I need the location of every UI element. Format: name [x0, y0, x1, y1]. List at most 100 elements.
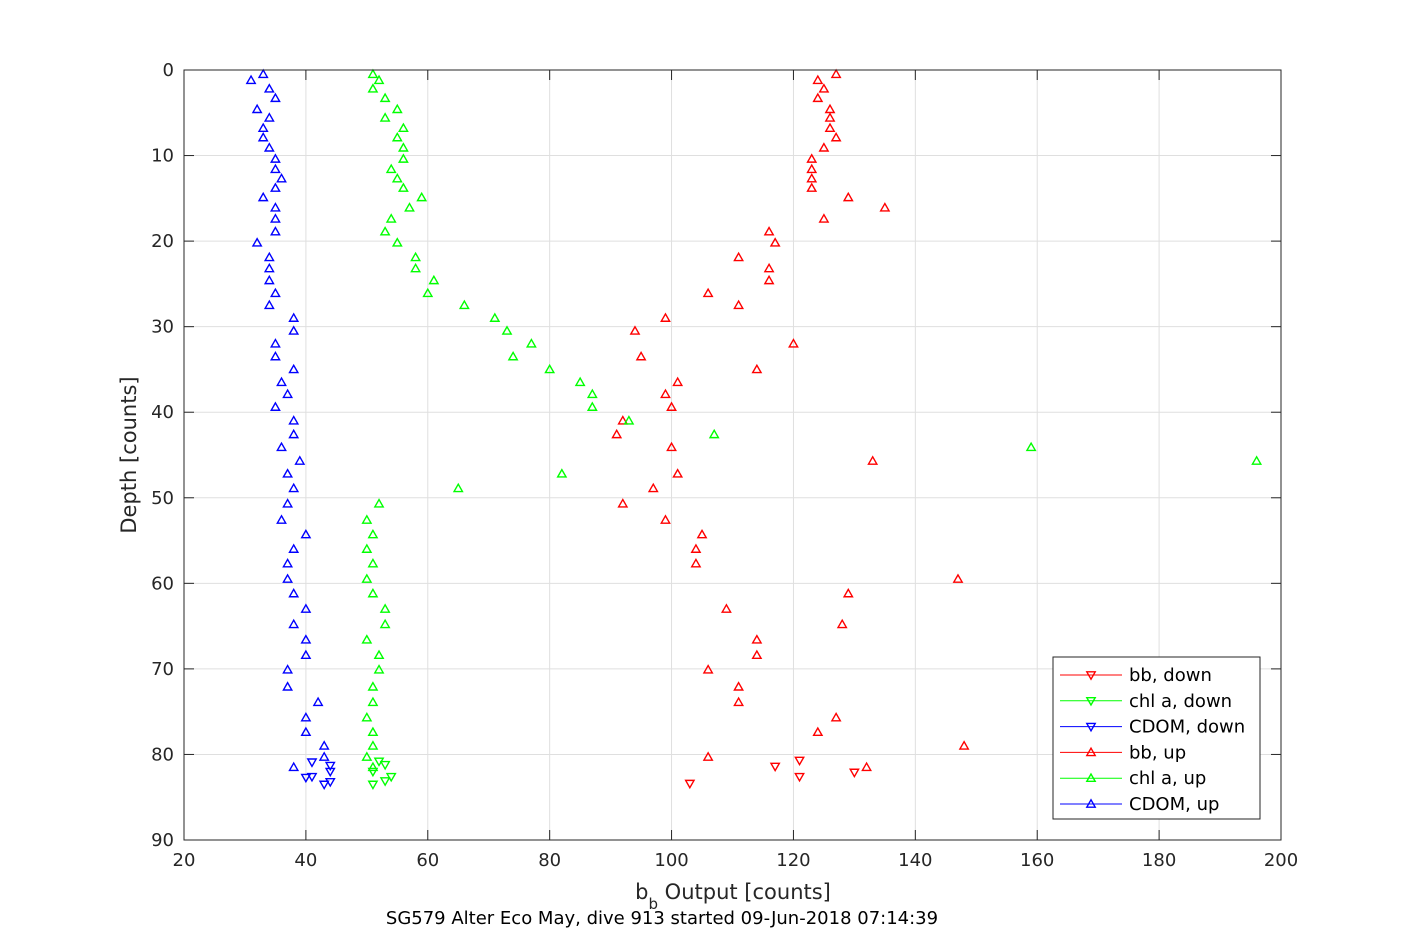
- data-point: [660, 514, 671, 524]
- data-point: [763, 262, 775, 273]
- data-point: [861, 761, 872, 772]
- data-point: [617, 415, 629, 425]
- x-axis-label: bb Output [counts]: [635, 880, 831, 913]
- x-tick-label: 200: [1264, 850, 1298, 871]
- data-point: [879, 202, 891, 212]
- data-point: [379, 92, 391, 103]
- data-point: [867, 455, 879, 465]
- y-tick-label: 80: [151, 744, 174, 765]
- data-point: [751, 634, 763, 644]
- data-point: [824, 112, 836, 122]
- data-point: [733, 696, 745, 707]
- data-point: [263, 83, 275, 93]
- data-point: [428, 274, 440, 285]
- data-point: [270, 182, 281, 192]
- data-point: [416, 191, 428, 202]
- data-point: [666, 401, 677, 411]
- data-point: [300, 603, 312, 613]
- legend-item: chl a, down: [1060, 691, 1232, 712]
- data-point: [288, 312, 300, 322]
- data-point: [282, 681, 294, 691]
- data-point: [629, 325, 641, 335]
- data-point: [806, 182, 818, 192]
- legend-item: CDOM, up: [1060, 794, 1219, 815]
- data-point: [842, 191, 854, 202]
- data-point: [367, 726, 379, 737]
- legend-label: CDOM, down: [1129, 717, 1245, 738]
- data-point: [611, 428, 623, 439]
- data-point: [397, 142, 409, 152]
- data-point: [373, 498, 385, 508]
- legend-label: bb, down: [1129, 665, 1212, 686]
- data-point: [270, 92, 281, 103]
- data-point: [282, 498, 294, 508]
- data-point: [379, 603, 391, 613]
- data-point: [263, 274, 275, 285]
- series-1: [367, 757, 397, 790]
- data-point: [525, 338, 537, 348]
- data-point: [294, 455, 306, 465]
- data-point: [556, 468, 568, 478]
- legend-label: CDOM, up: [1129, 794, 1219, 815]
- data-point: [251, 103, 263, 114]
- data-point: [300, 726, 312, 737]
- data-point: [806, 173, 818, 183]
- y-tick-label: 30: [151, 317, 174, 338]
- data-point: [397, 122, 409, 133]
- data-point: [312, 696, 324, 707]
- x-tick-label: 180: [1142, 850, 1176, 871]
- data-point: [720, 603, 732, 613]
- x-tick-label: 20: [173, 850, 196, 871]
- data-point: [848, 768, 860, 779]
- data-point: [397, 153, 409, 163]
- data-point: [788, 338, 799, 348]
- data-point: [318, 751, 330, 761]
- data-point: [385, 163, 397, 174]
- data-point: [288, 325, 300, 335]
- y-tick-label: 20: [151, 231, 174, 252]
- y-axis-label: Depth [counts]: [117, 376, 141, 533]
- data-point: [574, 376, 586, 387]
- data-point: [361, 712, 373, 722]
- data-point: [617, 498, 629, 508]
- data-point: [690, 543, 702, 553]
- data-point: [257, 131, 269, 142]
- series-3: [611, 68, 970, 772]
- data-point: [306, 758, 318, 768]
- data-point: [818, 142, 830, 152]
- data-point: [263, 251, 275, 262]
- data-point: [818, 83, 830, 93]
- data-point: [367, 83, 379, 93]
- data-point: [318, 740, 330, 750]
- data-point: [391, 131, 403, 142]
- data-point: [660, 388, 671, 399]
- data-point: [812, 74, 824, 85]
- data-point: [385, 213, 397, 223]
- legend-item: chl a, up: [1060, 768, 1206, 789]
- data-point: [379, 112, 391, 122]
- legend-marker: [1085, 772, 1097, 783]
- data-point: [282, 573, 294, 583]
- data-point: [794, 756, 805, 767]
- data-point: [452, 482, 464, 493]
- data-point: [830, 131, 842, 142]
- data-point: [842, 587, 854, 598]
- data-point: [361, 634, 373, 644]
- data-point: [458, 299, 470, 310]
- data-point: [391, 237, 403, 247]
- data-point: [270, 287, 281, 298]
- data-point: [763, 274, 775, 285]
- legend-marker: [1085, 798, 1097, 808]
- data-point: [1251, 455, 1263, 465]
- data-point: [410, 262, 421, 273]
- x-tick-label: 60: [416, 850, 439, 871]
- data-point: [379, 777, 391, 787]
- data-point: [391, 103, 403, 114]
- legend-marker: [1085, 722, 1097, 733]
- data-point: [379, 618, 391, 629]
- grid-lines: [183, 69, 1282, 841]
- data-point: [276, 173, 287, 183]
- y-tick-label: 60: [151, 573, 174, 594]
- x-tick-label: 120: [776, 850, 810, 871]
